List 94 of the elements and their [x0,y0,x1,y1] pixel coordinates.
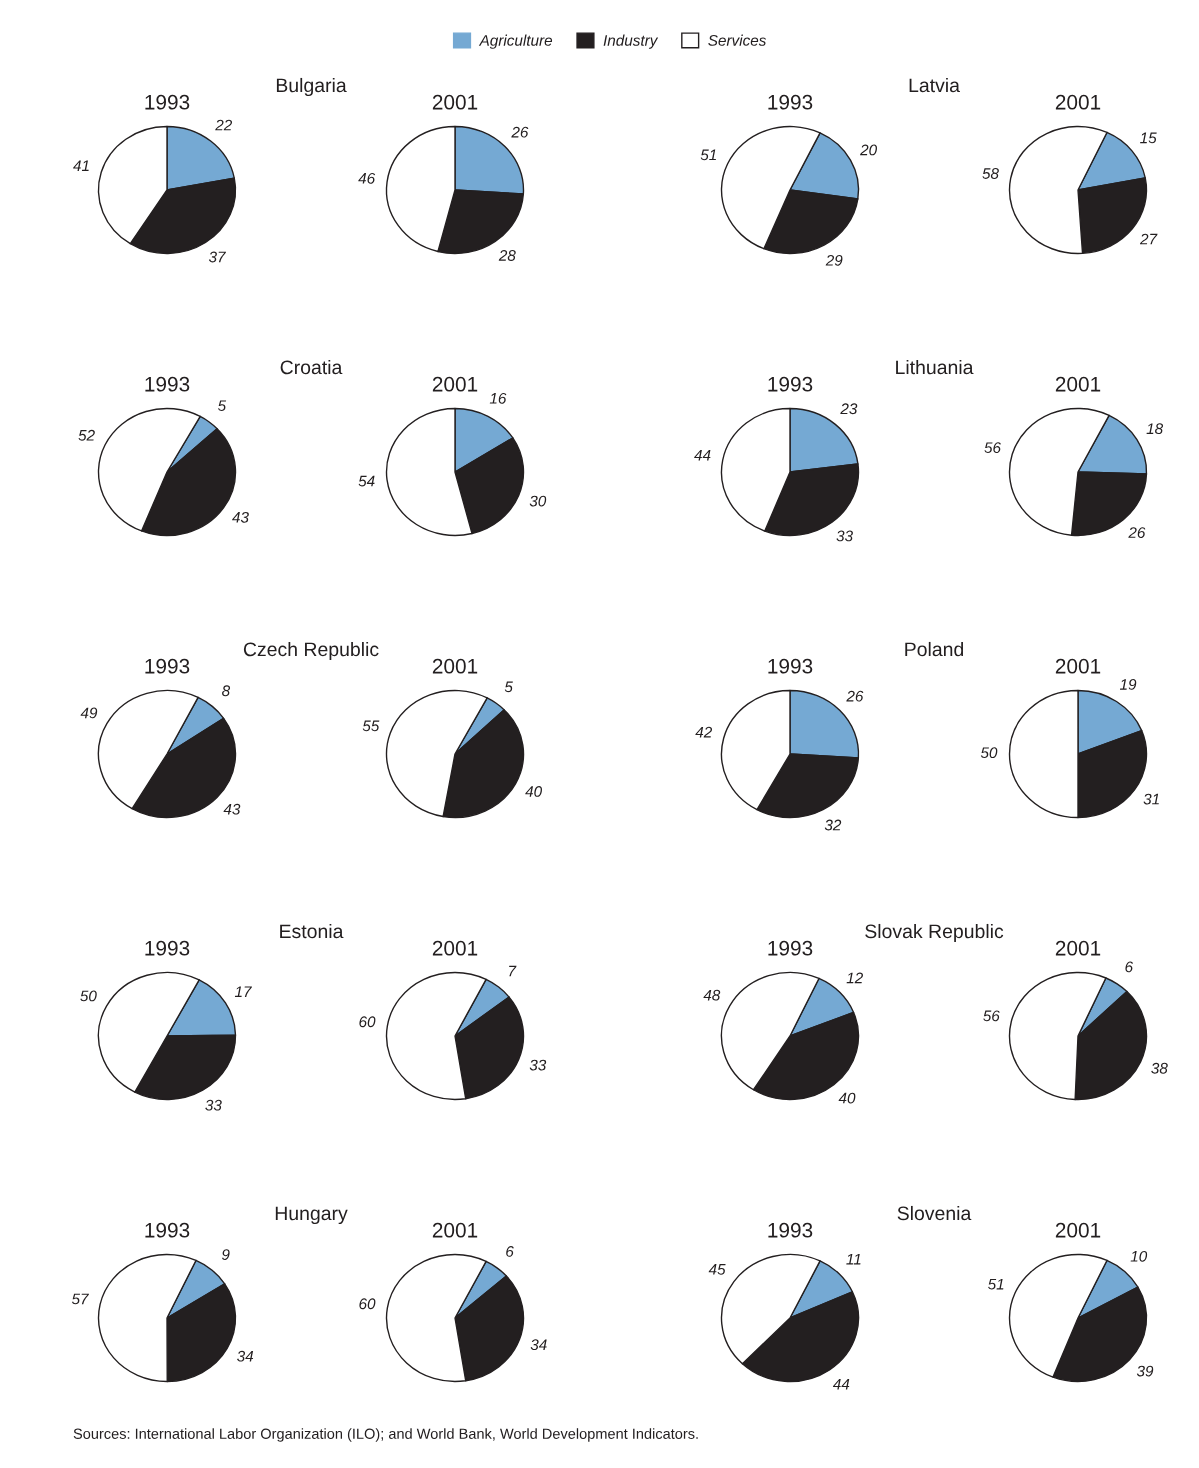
data-label: 56 [983,1010,1000,1022]
data-label: 26 [511,126,529,138]
text: Lithuania [896,359,974,375]
data-label: 28 [498,250,516,261]
data-label: 55 [362,720,380,732]
data-label: 50 [980,747,998,759]
chart-subtitle: 2001 [432,94,478,110]
data-label: 56 [984,442,1001,454]
legend-label: Agriculture [478,34,553,49]
chart-subtitle: 1993 [768,1222,813,1238]
data-label: 6 [506,1246,514,1257]
data-label: 20 [860,144,877,156]
data-label: 54 [358,475,375,487]
data-label: 52 [78,429,95,441]
data-label: 10 [1130,1250,1148,1262]
chart-subtitle: 2001 [432,658,478,674]
chart-subtitle: 1993 [768,376,813,392]
data-label: 50 [80,990,97,1002]
chart-subtitle: 2001 [1055,658,1101,674]
data-label: 31 [1143,793,1159,805]
text: Poland [905,641,964,657]
text: Slovak Republic [865,923,1004,943]
data-label: 5 [504,681,513,693]
data-label: 44 [694,449,711,461]
data-label: 18 [1146,423,1164,435]
data-label: 5 [217,400,227,412]
chart-subtitle: 2001 [432,940,478,956]
text: 1993 [145,94,190,110]
text: Czech Republic [243,641,379,661]
chart-subtitle: 1993 [145,1222,190,1238]
text: Bulgaria [276,77,347,97]
data-label: 27 [1139,233,1158,245]
data-label: 49 [80,707,98,719]
text: Hungary [275,1206,348,1225]
data-label: 48 [703,989,721,1001]
data-label: 34 [237,1350,254,1362]
text: Croatia [280,359,343,375]
data-label: 23 [840,403,858,415]
data-label: 51 [700,149,716,161]
data-label: 51 [988,1278,1004,1290]
chart-subtitle: 1993 [145,940,190,956]
chart-subtitle: 2001 [1055,94,1101,110]
text: Latvia [909,77,960,93]
data-label: 11 [846,1253,861,1265]
chart-subtitle: 2001 [432,1222,478,1238]
data-label: 12 [846,972,863,984]
chart-subtitle: 1993 [768,94,813,110]
data-label: 19 [1119,679,1137,690]
chart-subtitle: 2001 [1055,940,1101,956]
data-label: 26 [846,690,864,702]
data-label: 57 [71,1293,89,1305]
data-label: 58 [982,168,999,179]
text: Slovenia [897,1205,972,1221]
chart-subtitle: 1993 [145,658,190,674]
data-label: 29 [825,254,843,266]
data-label: 42 [695,726,713,738]
data-label: 43 [232,511,249,523]
data-label: 15 [1140,132,1157,144]
chart-subtitle: 2001 [1055,1222,1101,1238]
legend-label: Industry [603,34,659,49]
source-note: Sources: International Labor Organization (ILO); and World Bank, World Development Indicators. [73,1428,698,1442]
chart-subtitle: 2001 [432,376,478,392]
data-label: 37 [208,251,227,263]
data-label: 41 [73,160,89,171]
data-label: 39 [1136,1365,1154,1377]
data-label: 38 [1151,1062,1168,1074]
data-label: 60 [359,1298,376,1310]
data-label: 40 [838,1092,856,1104]
chart-subtitle: 1993 [145,376,190,392]
data-label: 60 [359,1016,376,1028]
data-label: 33 [205,1099,222,1111]
data-label: 17 [234,986,252,997]
data-label: 9 [221,1249,230,1260]
data-label: 30 [529,495,547,507]
data-label: 7 [509,965,517,977]
chart-subtitle: 1993 [768,940,813,956]
legend-label: Services [708,34,767,46]
data-label: 16 [489,392,507,404]
text: Estonia [280,923,344,939]
data-label: 45 [708,1264,726,1275]
data-label: 26 [1128,527,1146,539]
data-label: 46 [358,172,376,184]
data-label: 8 [222,685,231,697]
data-label: 43 [223,803,241,815]
data-label: 33 [836,530,853,542]
data-label: 33 [529,1059,547,1071]
data-label: 40 [525,786,542,797]
data-label: 22 [215,119,233,131]
chart-subtitle: 1993 [768,658,813,674]
data-label: 44 [832,1378,850,1390]
data-label: 34 [530,1339,547,1351]
data-label: 6 [1125,961,1134,973]
data-label: 32 [824,819,842,831]
chart-subtitle: 2001 [1055,376,1101,392]
